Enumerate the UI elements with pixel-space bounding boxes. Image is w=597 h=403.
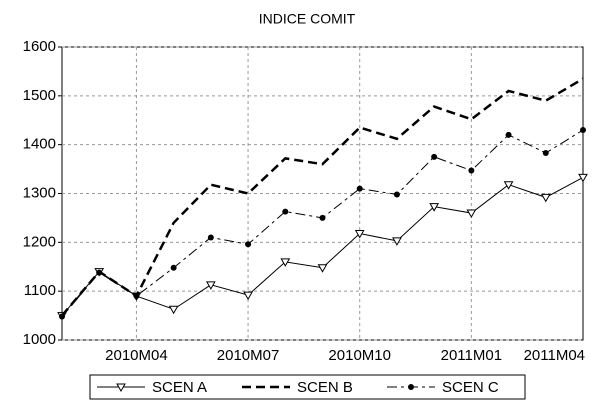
y-tick-label: 1200: [23, 233, 56, 250]
marker: [580, 127, 586, 134]
marker: [168, 305, 179, 315]
y-tick-label: 1100: [24, 282, 56, 299]
marker: [542, 149, 549, 156]
marker: [505, 131, 512, 138]
series-line: [61, 129, 584, 317]
y-tick-label: 1600: [23, 38, 56, 55]
legend-label: SCEN C: [442, 379, 499, 396]
marker: [393, 191, 400, 198]
marker: [243, 291, 253, 301]
legend-marker: [408, 384, 414, 390]
legend-box: [89, 374, 526, 400]
marker: [280, 258, 291, 267]
marker: [503, 181, 514, 190]
marker: [207, 234, 214, 241]
series-line: [61, 77, 584, 317]
marker: [59, 313, 65, 320]
marker: [319, 214, 326, 221]
marker: [282, 208, 289, 215]
y-tick-label: 1500: [23, 87, 56, 104]
marker: [468, 167, 475, 174]
marker: [392, 237, 402, 246]
x-tick-label: 2011M04: [524, 347, 585, 364]
marker: [317, 264, 328, 273]
legend-label: SCEN A: [152, 379, 207, 396]
x-tick-label: 2010M07: [217, 347, 280, 364]
legend-marker: [116, 383, 126, 393]
marker: [96, 269, 103, 276]
marker: [431, 153, 438, 160]
marker: [429, 203, 440, 212]
x-tick-label: 2010M04: [105, 347, 168, 364]
x-tick-label: 2010M10: [328, 347, 391, 364]
marker: [133, 293, 140, 300]
marker: [466, 209, 477, 219]
marker: [578, 173, 588, 183]
x-tick-label: 2011M01: [441, 347, 502, 364]
legend-label: SCEN B: [297, 379, 353, 396]
series-line: [61, 176, 584, 316]
marker: [354, 230, 365, 239]
y-tick-label: 1400: [23, 136, 56, 153]
y-tick-label: 1300: [23, 184, 56, 201]
marker: [356, 185, 363, 192]
marker: [540, 193, 551, 203]
chart-title: INDICE COMIT: [259, 11, 356, 27]
marker: [245, 241, 252, 248]
marker: [205, 281, 216, 290]
marker: [170, 264, 177, 271]
y-tick-label: 1000: [23, 331, 56, 348]
